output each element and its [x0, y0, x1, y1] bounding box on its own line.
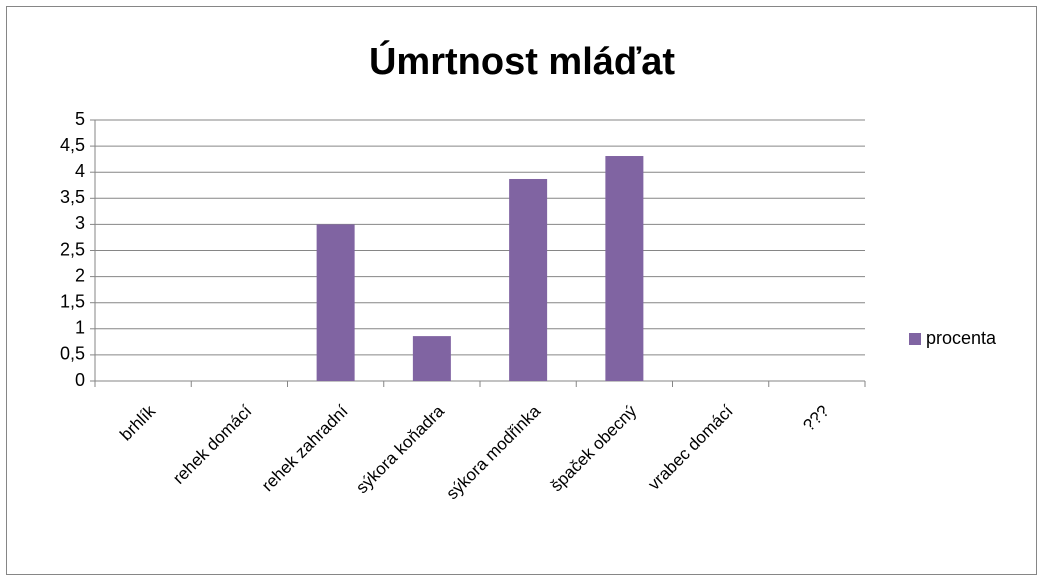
y-tick-label: 0 — [75, 370, 85, 390]
y-tick-label: 4,5 — [60, 135, 85, 155]
legend-swatch — [909, 333, 921, 345]
bar — [509, 178, 548, 381]
bar — [412, 336, 451, 381]
legend-label: procenta — [926, 328, 997, 348]
y-tick-label: 1 — [75, 318, 85, 338]
chart-title: Úmrtnost mláďat — [369, 39, 675, 83]
y-tick-label: 1,5 — [60, 291, 85, 311]
y-tick-label: 2,5 — [60, 239, 85, 259]
bar — [605, 156, 644, 381]
y-tick-label: 3,5 — [60, 187, 85, 207]
y-tick-label: 2 — [75, 265, 85, 285]
bar — [316, 224, 355, 381]
y-tick-label: 5 — [75, 109, 85, 129]
y-tick-label: 4 — [75, 161, 85, 181]
y-tick-label: 0,5 — [60, 344, 85, 364]
y-tick-label: 3 — [75, 213, 85, 233]
